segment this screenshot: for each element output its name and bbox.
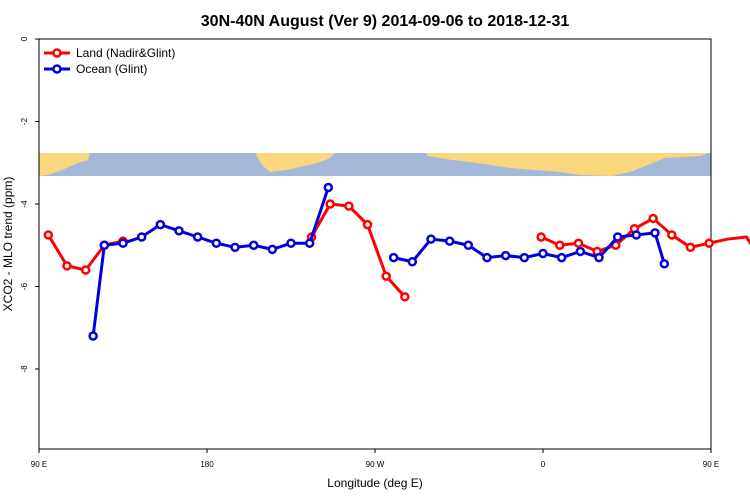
y-axis-label: XCO2 - MLO trend (ppm) <box>1 177 15 312</box>
series-1-line-0 <box>91 187 330 337</box>
series-0-point-2-4 <box>611 240 621 250</box>
legend-ocean-label: Ocean (Glint) <box>76 62 147 76</box>
series-1-point-1-11 <box>594 252 604 263</box>
series-1-point-1-14 <box>650 228 660 238</box>
y-axis: 0 -2 -4 -6 -8 <box>20 36 39 373</box>
series-1-point-1-12 <box>612 232 623 242</box>
y-tick-label-4: -8 <box>20 365 29 373</box>
series-0-point-2-8 <box>685 242 696 253</box>
series-1-point-0-12 <box>304 238 315 248</box>
series-1-point-0-10 <box>267 244 278 255</box>
x-tick-label-1: 180 <box>200 460 214 469</box>
series-0-point-0-2 <box>80 265 91 275</box>
series-1-point-0-6 <box>192 232 203 242</box>
y-tick-label-3: -6 <box>20 282 29 290</box>
y-tick-label-2: -4 <box>20 200 29 208</box>
x-tick-label-3: 0 <box>541 460 546 469</box>
series-0-line-1 <box>310 202 406 298</box>
series-1-point-0-3 <box>136 232 147 242</box>
chart-title: 30N-40N August (Ver 9) 2014-09-06 to 201… <box>201 13 570 30</box>
series-0-point-1-2 <box>344 201 354 211</box>
series-0-line-2 <box>540 216 750 253</box>
x-tick-label-2: 90 W <box>366 460 385 469</box>
series-1-point-1-13 <box>631 230 642 240</box>
series-0-point-1-1 <box>325 199 335 209</box>
series-1-point-0-0 <box>88 331 98 341</box>
series-1-point-1-15 <box>659 259 670 269</box>
series-0-line-0 <box>47 234 124 272</box>
series-0-point-0-1 <box>62 261 72 271</box>
series-1-point-1-2 <box>426 234 436 244</box>
series-1-point-1-9 <box>556 252 567 263</box>
series-0-point-2-1 <box>555 240 565 250</box>
series-0-point-2-7 <box>667 230 677 240</box>
series-1-point-1-5 <box>482 252 492 263</box>
legend-land-label: Land (Nadir&Glint) <box>76 46 175 60</box>
series-1-point-0-9 <box>248 240 259 250</box>
series-1-point-0-8 <box>230 242 240 253</box>
series-0-point-2-9 <box>704 238 714 248</box>
legend-ocean-marker <box>52 64 62 74</box>
x-axis: 90 E 180 90 W 0 90 E <box>31 449 719 469</box>
series-0-point-2-2 <box>573 238 584 248</box>
x-axis-label: Longitude (deg E) <box>327 476 422 490</box>
legend: Land (Nadir&Glint) Ocean (Glint) <box>44 46 175 76</box>
y-tick-label-1: -2 <box>20 117 29 125</box>
series-0-point-1-4 <box>381 271 391 281</box>
world-map-strip <box>39 153 711 176</box>
series-layer <box>43 182 750 341</box>
series-1-point-1-1 <box>407 257 418 267</box>
series-0-point-0-0 <box>43 230 54 240</box>
series-1-point-0-1 <box>99 240 110 250</box>
series-0-point-2-6 <box>648 213 658 224</box>
series-1-point-0-4 <box>155 219 166 230</box>
series-1-point-1-10 <box>575 246 586 257</box>
series-1-point-1-0 <box>388 252 399 263</box>
x-tick-label-4: 90 E <box>703 460 719 469</box>
series-0-point-1-5 <box>400 292 410 302</box>
series-1-point-1-6 <box>500 250 511 261</box>
series-0-point-1-3 <box>362 219 373 230</box>
legend-land-marker <box>52 48 62 58</box>
x-tick-label-0: 90 E <box>31 460 47 469</box>
series-1-point-1-3 <box>444 236 455 246</box>
series-1-point-1-8 <box>538 248 548 259</box>
series-1-point-0-13 <box>323 182 334 193</box>
series-0-point-2-0 <box>536 232 546 242</box>
series-1-point-0-7 <box>211 238 222 248</box>
series-1-point-1-7 <box>519 252 530 263</box>
y-tick-label-0: 0 <box>20 36 29 41</box>
series-1-point-0-5 <box>174 226 184 236</box>
series-1-point-0-11 <box>286 238 296 248</box>
series-1-line-1 <box>393 231 666 265</box>
series-1-point-0-2 <box>118 238 128 248</box>
series-1-point-1-4 <box>463 240 474 250</box>
